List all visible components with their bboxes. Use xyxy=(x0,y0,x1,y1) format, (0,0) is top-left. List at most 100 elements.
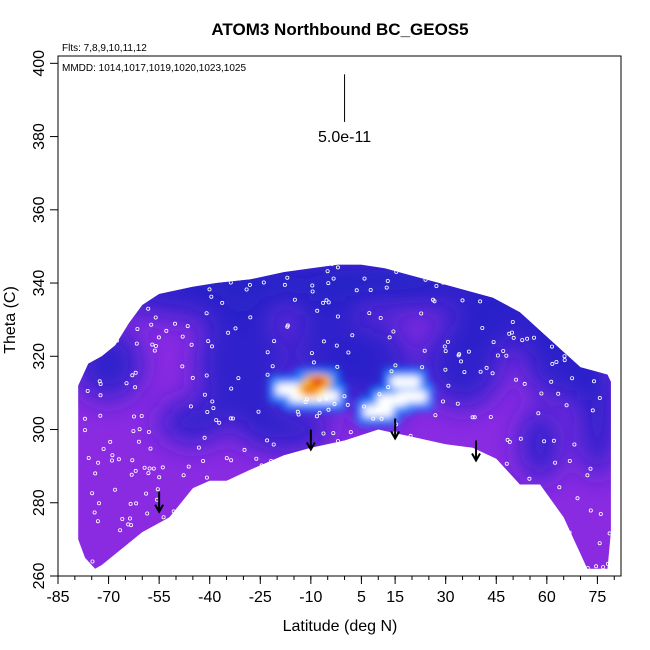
arrow-marker-0 xyxy=(154,491,165,514)
obs-point xyxy=(207,490,212,495)
obs-point xyxy=(442,344,447,349)
obs-point xyxy=(180,334,185,339)
obs-point xyxy=(514,377,519,382)
obs-point xyxy=(325,269,330,274)
obs-point xyxy=(338,471,343,476)
obs-point xyxy=(551,438,556,443)
obs-point xyxy=(282,282,287,287)
obs-point xyxy=(368,550,373,555)
obs-point xyxy=(186,464,191,469)
obs-point xyxy=(309,351,314,356)
obs-point xyxy=(532,335,537,340)
obs-point xyxy=(130,373,135,378)
obs-point xyxy=(314,414,319,419)
scale-bar-label: 5.0e-11 xyxy=(318,129,371,146)
obs-point xyxy=(597,395,602,400)
obs-point xyxy=(470,415,475,420)
obs-point xyxy=(590,408,595,413)
obs-point xyxy=(458,359,463,364)
obs-point xyxy=(321,300,326,305)
obs-point xyxy=(209,344,214,349)
obs-point xyxy=(204,373,209,378)
arrow-marker-3 xyxy=(471,440,481,463)
obs-point xyxy=(332,494,337,499)
obs-point xyxy=(420,269,425,274)
obs-point xyxy=(536,411,541,416)
obs-point xyxy=(230,416,235,421)
obs-point xyxy=(448,525,453,530)
hotspot-7 xyxy=(390,375,421,388)
y-tick-label-3: 320 xyxy=(31,343,48,370)
obs-point xyxy=(321,538,326,543)
x-tick-label-5: -10 xyxy=(299,589,322,606)
obs-point xyxy=(318,495,323,500)
obs-point xyxy=(376,559,381,564)
x-tick-label-8: 30 xyxy=(437,589,455,606)
obs-point xyxy=(288,489,293,494)
obs-point xyxy=(164,328,169,333)
obs-point xyxy=(410,522,415,527)
obs-point xyxy=(488,414,493,419)
y-tick-label-7: 400 xyxy=(31,50,48,77)
obs-point xyxy=(304,531,309,536)
obs-point xyxy=(496,488,501,493)
obs-point xyxy=(491,340,496,345)
obs-point xyxy=(201,458,206,463)
obs-point xyxy=(146,306,151,311)
obs-point xyxy=(145,511,150,516)
obs-point xyxy=(408,547,413,552)
obs-point xyxy=(236,376,241,381)
obs-point xyxy=(279,487,284,492)
obs-point xyxy=(171,565,176,569)
obs-point xyxy=(110,453,115,458)
obs-point xyxy=(325,495,330,500)
obs-point xyxy=(562,354,567,359)
obs-point xyxy=(114,294,119,299)
obs-point xyxy=(123,295,128,300)
obs-point xyxy=(587,296,592,301)
obs-point xyxy=(137,283,142,288)
obs-point xyxy=(529,521,534,526)
obs-point xyxy=(172,321,177,326)
obs-point xyxy=(128,501,133,506)
obs-point xyxy=(522,511,527,516)
chart-title: ATOM3 Northbound BC_GEOS5 xyxy=(211,20,468,39)
obs-point xyxy=(271,442,276,447)
obs-point xyxy=(130,264,135,266)
obs-point xyxy=(480,325,485,330)
obs-point xyxy=(356,509,361,514)
obs-point xyxy=(539,391,544,396)
obs-point xyxy=(130,458,135,463)
obs-point xyxy=(456,353,461,358)
obs-point xyxy=(346,494,351,499)
obs-point xyxy=(170,566,175,569)
obs-point xyxy=(382,510,387,515)
obs-point xyxy=(160,465,165,470)
obs-point xyxy=(326,407,331,412)
plot-frame xyxy=(57,55,622,577)
hotspot-8 xyxy=(363,405,394,418)
obs-point xyxy=(91,324,96,329)
obs-point xyxy=(384,285,389,290)
obs-point xyxy=(607,531,611,536)
obs-point xyxy=(429,564,434,569)
obs-point xyxy=(348,430,353,435)
obs-point xyxy=(304,497,309,502)
obs-point xyxy=(445,339,450,344)
obs-point xyxy=(254,456,259,461)
obs-point xyxy=(504,461,509,466)
obs-point xyxy=(484,365,489,370)
obs-point xyxy=(591,297,596,302)
obs-point xyxy=(321,339,326,344)
obs-point xyxy=(85,388,90,393)
hotspot-6 xyxy=(396,390,427,403)
obs-point xyxy=(92,510,97,515)
field-blob-13 xyxy=(519,407,561,481)
x-tick-label-0: -85 xyxy=(46,589,69,606)
obs-point xyxy=(600,264,605,269)
obs-point xyxy=(354,288,359,293)
obs-point xyxy=(285,324,290,329)
field-hotspots xyxy=(268,367,434,426)
obs-point xyxy=(297,497,302,502)
